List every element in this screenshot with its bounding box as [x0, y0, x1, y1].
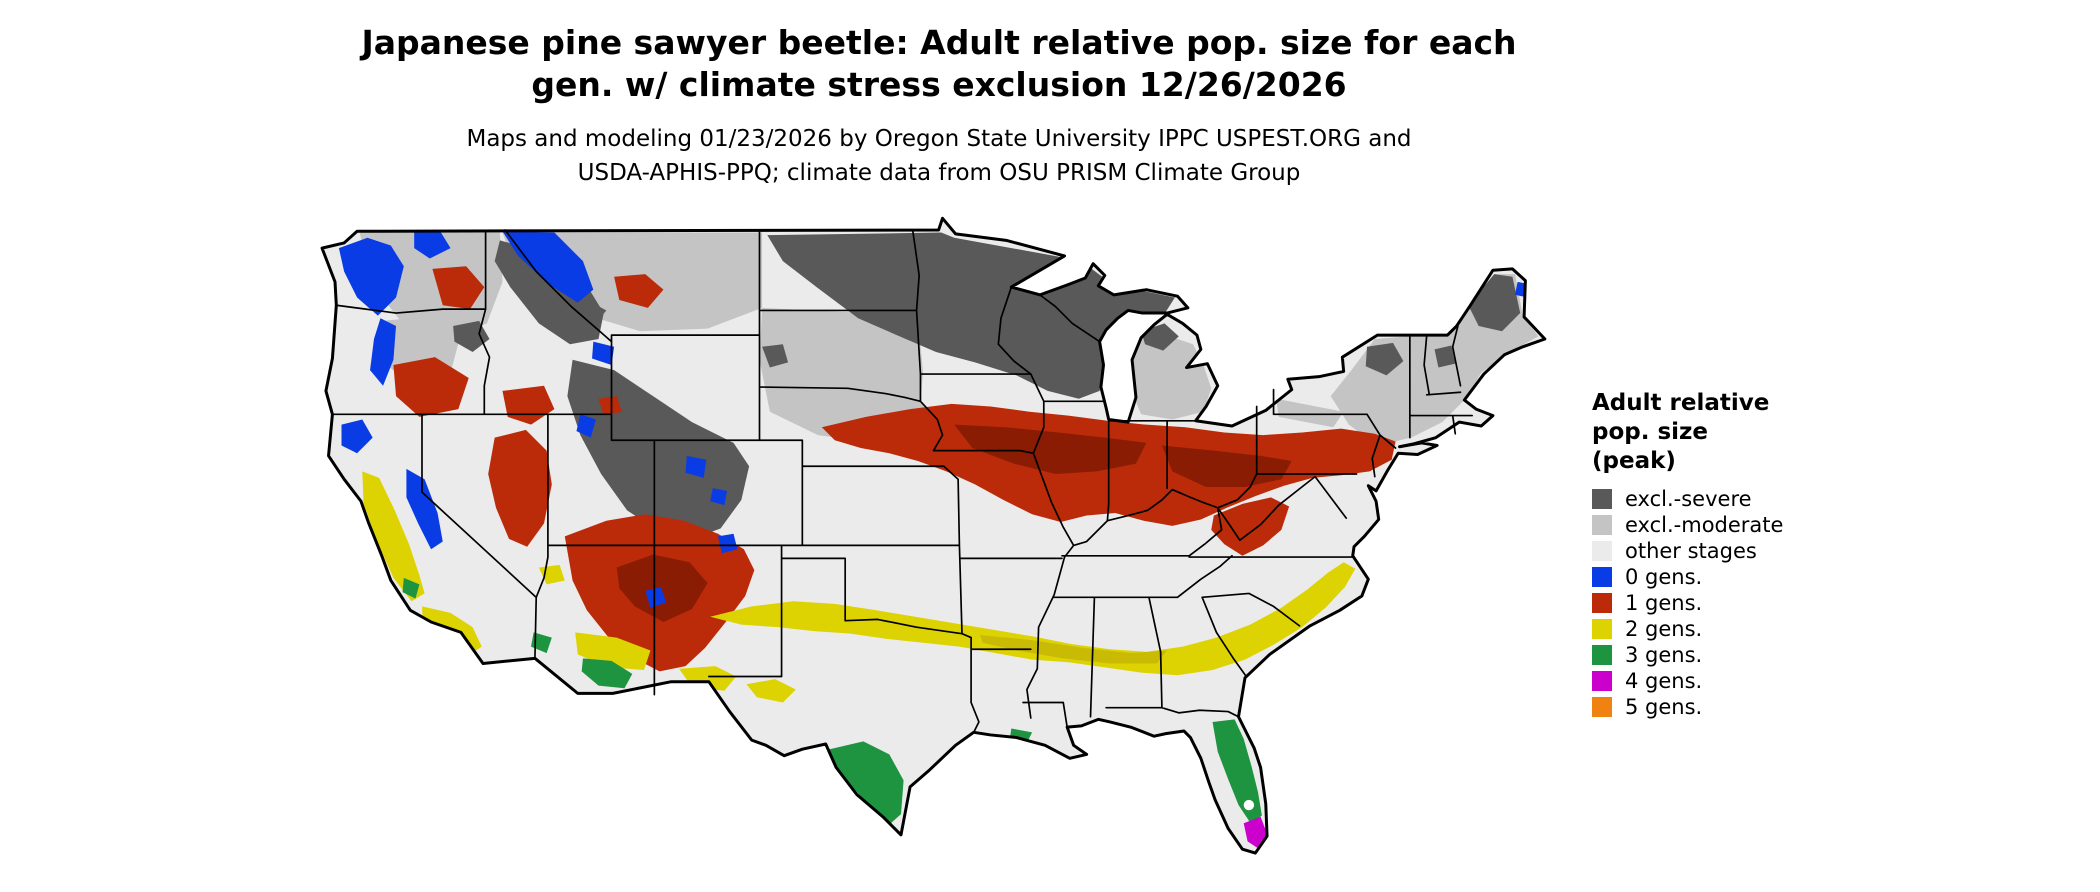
legend-item-label: 1 gens.	[1625, 591, 1703, 615]
figure-header: Japanese pine sawyer beetle: Adult relat…	[0, 22, 1878, 190]
legend-item: 5 gens.	[1592, 694, 1892, 720]
legend-item: 2 gens.	[1592, 616, 1892, 642]
region-0-gens	[338, 231, 1531, 608]
region-4-gens	[1243, 816, 1268, 850]
legend-item: excl.-moderate	[1592, 512, 1892, 538]
figure-subtitle-line2: USDA-APHIS-PPQ; climate data from OSU PR…	[577, 160, 1301, 186]
region-2-gens-dense	[980, 634, 1168, 664]
figure-subtitle-line1: Maps and modeling 01/23/2026 by Oregon S…	[466, 126, 1412, 152]
legend-item: excl.-severe	[1592, 486, 1892, 512]
legend-title: Adult relative pop. size (peak)	[1592, 389, 1892, 476]
map-data-overlay	[338, 231, 1539, 850]
legend-swatch	[1592, 541, 1612, 561]
legend-swatch	[1592, 697, 1612, 717]
us-map	[320, 216, 1547, 855]
us-landmass	[322, 218, 1545, 854]
legend-swatch	[1592, 671, 1612, 691]
legend-title-line2: pop. size	[1592, 419, 1709, 445]
legend-item-label: 5 gens.	[1625, 695, 1703, 719]
legend-item: 4 gens.	[1592, 668, 1892, 694]
legend-items: excl.-severe excl.-moderate other stages 0 …	[1592, 486, 1892, 720]
figure-title-line1: Japanese pine sawyer beetle: Adult relat…	[361, 23, 1517, 62]
figure-title-line2: gen. w/ climate stress exclusion 12/26/2…	[531, 65, 1347, 104]
state-borders	[331, 229, 1474, 734]
legend-swatch	[1592, 567, 1612, 587]
legend-title-line1: Adult relative	[1592, 390, 1770, 416]
legend-swatch	[1592, 515, 1612, 535]
legend-swatch	[1592, 619, 1612, 639]
legend-swatch	[1592, 645, 1612, 665]
legend-item-label: other stages	[1625, 539, 1757, 563]
legend-item-label: 2 gens.	[1625, 617, 1703, 641]
legend-item: 1 gens.	[1592, 590, 1892, 616]
legend-item-label: excl.-severe	[1625, 487, 1752, 511]
us-outline	[320, 216, 1547, 855]
region-1-gens-dense	[616, 424, 1292, 622]
legend-item-label: 4 gens.	[1625, 669, 1703, 693]
legend-swatch	[1592, 593, 1612, 613]
legend-item: 3 gens.	[1592, 642, 1892, 668]
legend-swatch	[1592, 489, 1612, 509]
legend-item: 0 gens.	[1592, 564, 1892, 590]
figure-subtitle: Maps and modeling 01/23/2026 by Oregon S…	[0, 122, 1878, 190]
legend-title-line3: (peak)	[1592, 448, 1676, 474]
legend-item: other stages	[1592, 538, 1892, 564]
legend-item-label: 0 gens.	[1625, 565, 1703, 589]
lake-okeechobee	[1243, 799, 1255, 811]
legend-item-label: 3 gens.	[1625, 643, 1703, 667]
legend: Adult relative pop. size (peak) excl.-se…	[1592, 389, 1892, 720]
legend-item-label: excl.-moderate	[1625, 513, 1784, 537]
